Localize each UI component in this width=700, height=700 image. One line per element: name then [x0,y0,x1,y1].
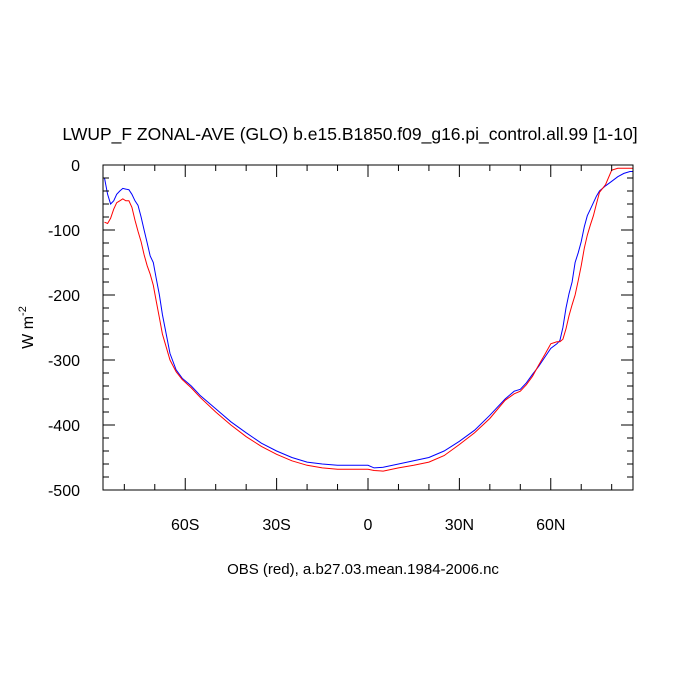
plot-frame [102,164,634,491]
chart-title: LWUP_F ZONAL-AVE (GLO) b.e15.B1850.f09_g… [62,124,637,145]
y-tick-label: 0 [71,158,80,175]
x-tick-label: 30S [262,517,290,534]
y-tick-label: -100 [48,223,80,240]
y-tick-label: -300 [48,353,80,370]
plot-area: 60S 30S 0 30N 60N 0 -100 -200 -300 -400 -500 [48,158,634,534]
y-axis-title-base: W m [20,316,37,349]
y-tick-label: -500 [48,483,80,500]
minor-ticks [103,165,633,490]
y-axis: 0 -100 -200 -300 -400 -500 [48,158,633,500]
y-tick-label: -400 [48,418,80,435]
x-tick-label: 30N [445,517,474,534]
x-tick-label: 0 [364,517,373,534]
x-axis: 60S 30S 0 30N 60N [171,165,565,534]
series-line-model [104,171,633,469]
series-line-obs [104,167,633,472]
x-tick-label: 60S [171,517,199,534]
y-axis-title-exponent: -2 [17,306,29,316]
y-tick-label: -200 [48,288,80,305]
y-axis-title: W m-2 [17,306,37,349]
x-tick-label: 60N [536,517,565,534]
chart-caption: OBS (red), a.b27.03.mean.1984-2006.nc [227,561,499,578]
series-lines [104,167,633,472]
